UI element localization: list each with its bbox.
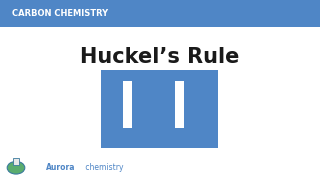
Text: chemistry: chemistry [83, 163, 124, 172]
Text: Aurora: Aurora [46, 163, 76, 172]
Bar [175, 81, 184, 128]
Text: Huckel’s Rule: Huckel’s Rule [80, 47, 240, 67]
Bar [123, 81, 132, 128]
Ellipse shape [7, 161, 25, 174]
Text: CARBON CHEMISTRY: CARBON CHEMISTRY [12, 9, 108, 18]
Bar [101, 70, 218, 148]
Bar [0, 0, 320, 27]
Bar [13, 158, 19, 165]
